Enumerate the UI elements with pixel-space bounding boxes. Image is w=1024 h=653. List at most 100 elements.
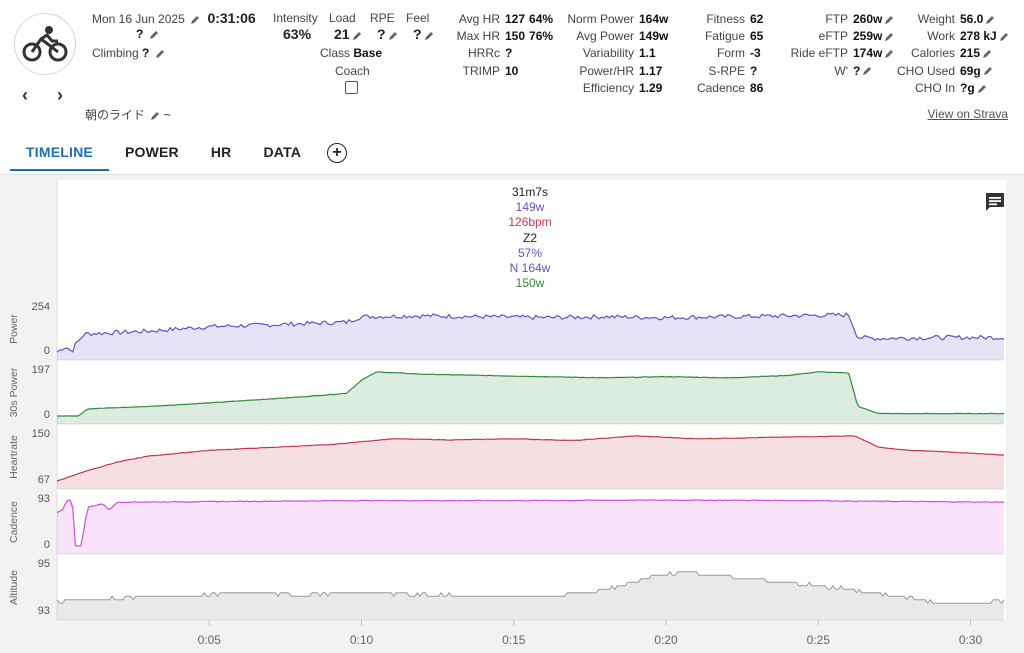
metric-label: Calories	[910, 46, 955, 61]
metric-row: Form -3	[690, 45, 770, 62]
metric-label: HRRc	[468, 46, 500, 61]
metric-value[interactable]: 278 kJ	[960, 28, 1008, 45]
edit-icon[interactable]	[884, 15, 894, 25]
metric-label: Efficiency	[582, 80, 634, 95]
series-area-cadence	[57, 499, 1004, 554]
feel-label: Feel	[406, 11, 430, 25]
y-max-label: 95	[38, 558, 50, 570]
class-value[interactable]: Base	[353, 46, 383, 60]
metric-row: FTP 260w	[780, 11, 895, 28]
edit-icon[interactable]	[862, 66, 872, 76]
y-max-label: 93	[38, 493, 50, 505]
edit-icon[interactable]	[977, 84, 987, 94]
coach-checkbox[interactable]	[345, 81, 358, 94]
metric-row: Avg HR 127 64%	[440, 11, 555, 28]
metric-row: Fitness 62	[690, 11, 770, 28]
activity-type-avatar[interactable]	[14, 13, 76, 75]
series-area-heartrate	[57, 435, 1004, 489]
metric-label: Cadence	[696, 80, 745, 95]
metric-value[interactable]: 56.0	[960, 11, 1000, 28]
edit-icon[interactable]	[985, 15, 995, 25]
subtitle-value[interactable]: ?	[136, 27, 144, 41]
tab-bar: TIMELINE POWER HR DATA +	[10, 135, 348, 171]
intensity-value: 63%	[283, 26, 312, 42]
class-label: Class	[320, 46, 351, 60]
metric-row: Ride eFTP 174w	[780, 45, 895, 62]
tab-hr[interactable]: HR	[210, 144, 232, 160]
metric-label: Max HR	[456, 29, 500, 44]
next-activity-button[interactable]: ›	[57, 85, 63, 105]
metric-label: Fitness	[706, 12, 745, 26]
metric-label: Norm Power	[567, 12, 634, 26]
edit-icon[interactable]	[999, 32, 1009, 42]
feel-value[interactable]: ?	[413, 26, 422, 42]
metric-row: eFTP 259w	[780, 28, 895, 45]
activity-date[interactable]: Mon 16 Jun 2025	[92, 12, 185, 26]
metric-value[interactable]: 260w	[853, 11, 895, 28]
edit-icon[interactable]	[149, 30, 159, 40]
x-tick-label: 0:20	[654, 633, 678, 647]
metric-value[interactable]: 174w	[853, 45, 895, 62]
hr-metrics: Avg HR 127 64% Max HR 150 76% HRRc? TRIMP 10	[440, 11, 555, 80]
tab-timeline[interactable]: TIMELINE	[10, 135, 109, 171]
panel-title: Altitude	[8, 570, 20, 605]
metric-value[interactable]: ?g	[960, 80, 1000, 97]
edit-climbing-icon[interactable]	[155, 49, 165, 59]
x-tick-label: 0:25	[807, 633, 831, 647]
edit-icon[interactable]	[884, 49, 894, 59]
metric-label: S-RPE	[708, 63, 745, 78]
y-max-label: 150	[32, 428, 50, 440]
load-value[interactable]: 21	[334, 26, 350, 42]
metric-row: Norm Power 164w	[560, 11, 675, 28]
metric-row: Work 278 kJ	[896, 28, 1008, 45]
tab-data[interactable]: DATA	[263, 144, 302, 160]
edit-rpe-icon[interactable]	[388, 31, 398, 41]
metric-value: 86	[750, 80, 764, 95]
edit-name-icon[interactable]	[150, 111, 160, 121]
edit-icon[interactable]	[983, 66, 993, 76]
series-area-30s-power	[57, 371, 1004, 424]
metric-label: CHO In	[914, 80, 955, 95]
metric-label: CHO Used	[896, 63, 955, 78]
x-tick-label: 0:15	[502, 633, 526, 647]
edit-icon[interactable]	[884, 32, 894, 42]
name-suffix: ~	[163, 108, 171, 122]
series-area-power	[57, 313, 1004, 360]
metric-label: W'	[834, 63, 848, 78]
activity-name[interactable]: 朝のライド	[85, 108, 146, 122]
ftp-metrics: FTP 260w eFTP 259w Ride eFTP 174w W'?	[780, 11, 895, 80]
metric-extra: 76%	[529, 29, 554, 44]
metric-row: HRRc?	[440, 45, 555, 62]
body-metrics: Weight 56.0 Work 278 kJ Calories 215 CHO Used 6…	[896, 11, 1008, 97]
edit-feel-icon[interactable]	[424, 31, 434, 41]
metric-label: eFTP	[818, 29, 848, 44]
metric-extra: 64%	[529, 12, 554, 26]
view-on-strava-link[interactable]: View on Strava	[927, 107, 1009, 121]
hover-tooltip: 31m7s 149w 126bpm Z2 57% N 164w 150w	[470, 185, 590, 291]
metric-value[interactable]: 215	[960, 45, 1000, 62]
metric-label: FTP	[825, 12, 848, 26]
metric-label: Ride eFTP	[790, 46, 848, 61]
comment-icon[interactable]	[983, 190, 1007, 214]
metric-row: CHO Used 69g	[896, 63, 1000, 80]
previous-activity-button[interactable]: ‹	[22, 85, 28, 105]
metric-value: 127 64%	[505, 12, 554, 26]
panel-title: Heartrate	[8, 435, 20, 479]
metric-row: Variability 1.1	[560, 45, 675, 62]
metric-value[interactable]: 69g	[960, 63, 1000, 80]
edit-icon[interactable]	[982, 49, 992, 59]
rpe-value[interactable]: ?	[377, 26, 386, 42]
fitness-metrics: Fitness 62 Fatigue 65 Form -3 S-RPE? Cadence 86	[690, 11, 770, 97]
edit-load-icon[interactable]	[352, 31, 362, 41]
climbing-value[interactable]: ?	[142, 46, 150, 60]
add-tab-icon[interactable]: +	[327, 143, 348, 163]
metric-value[interactable]: 259w	[853, 28, 895, 45]
series-area-altitude	[57, 571, 1004, 620]
timeline-chart[interactable]: 254 0 Power 197 0 30s Power 150 67 Heartrate 93 0 C…	[0, 174, 1024, 653]
metric-label: Power/HR	[579, 63, 634, 78]
edit-date-icon[interactable]	[190, 15, 200, 25]
metric-value[interactable]: ?	[853, 63, 895, 80]
metric-value: 1.1	[639, 46, 656, 61]
metric-value: 65	[750, 29, 764, 44]
tab-power[interactable]: POWER	[124, 144, 179, 160]
